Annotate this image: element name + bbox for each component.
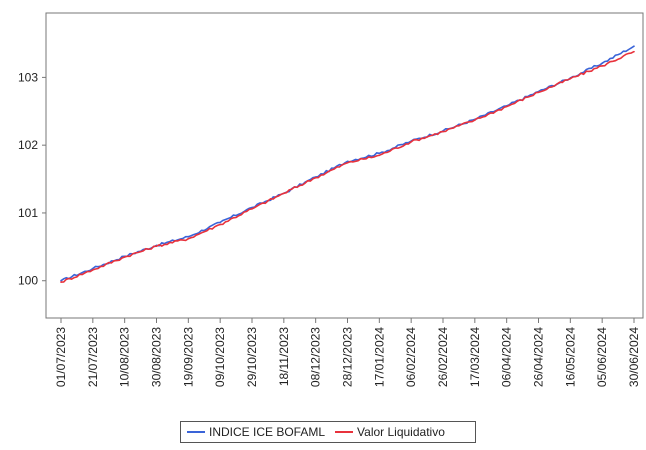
series-point-1	[442, 130, 444, 133]
series-layer	[60, 45, 635, 283]
series-point-1	[410, 140, 412, 143]
x-tick-label: 01/07/2023	[54, 327, 68, 387]
series-point-1	[92, 269, 94, 271]
legend-item-indice: INDICE ICE BOFAML	[187, 425, 325, 439]
series-point-1	[187, 237, 190, 240]
x-tick-label: 17/03/2024	[468, 327, 482, 387]
x-tick-label: 19/09/2023	[181, 327, 195, 387]
series-point-1	[537, 91, 540, 94]
series-point-1	[60, 281, 62, 283]
x-tick-label: 30/08/2023	[150, 327, 164, 387]
legend-swatch-valor	[335, 431, 354, 433]
series-point-1	[505, 105, 508, 108]
series-point-0	[378, 152, 381, 155]
x-tick-label: 16/05/2024	[563, 327, 577, 387]
series-point-1	[155, 245, 158, 247]
x-tick-label: 26/02/2024	[436, 327, 450, 387]
legend-item-valor: Valor Liquidativo	[335, 425, 445, 439]
x-tick-label: 06/04/2024	[500, 327, 514, 387]
series-point-1	[219, 223, 221, 226]
y-tick-label: 100	[18, 274, 38, 288]
x-tick-label: 09/10/2023	[213, 327, 227, 387]
series-point-1	[251, 208, 253, 210]
x-tick-label: 21/07/2023	[86, 327, 100, 387]
x-tick-label: 05/06/2024	[595, 327, 609, 387]
y-tick-label: 102	[18, 138, 38, 152]
series-point-0	[219, 221, 221, 224]
x-tick-label: 29/10/2023	[245, 327, 259, 387]
y-tick-label: 103	[18, 70, 38, 84]
legend-label-indice: INDICE ICE BOFAML	[209, 425, 326, 439]
x-tick-label: 30/06/2024	[627, 327, 641, 387]
x-tick-label: 26/04/2024	[532, 327, 546, 387]
x-tick-label: 18/11/2023	[277, 327, 291, 386]
y-axis: 100 101 102 103	[18, 70, 46, 288]
series-point-1	[569, 77, 572, 80]
series-point-1	[633, 50, 635, 53]
x-tick-label: 08/12/2023	[309, 327, 323, 387]
series-point-1	[283, 192, 285, 195]
plot-area	[45, 12, 644, 319]
series-point-1	[123, 256, 126, 258]
x-tick-label: 28/12/2023	[341, 327, 355, 387]
series-point-0	[633, 45, 635, 48]
legend-label-valor: Valor Liquidativo	[357, 425, 445, 439]
x-tick-label: 10/08/2023	[118, 327, 132, 387]
y-tick-label: 101	[18, 206, 38, 220]
legend-swatch-indice	[187, 431, 205, 433]
series-point-1	[346, 161, 349, 164]
plot-frame	[45, 12, 644, 319]
series-point-1	[314, 176, 317, 179]
series-point-0	[601, 62, 603, 64]
series-point-1	[474, 119, 476, 121]
series-point-1	[601, 65, 603, 67]
legend: INDICE ICE BOFAML Valor Liquidativo	[180, 421, 476, 443]
x-tick-label: 17/01/2024	[372, 327, 386, 387]
x-axis: 01/07/2023 21/07/2023 10/08/2023 30/08/2023…	[54, 318, 641, 387]
series-point-1	[378, 154, 381, 157]
series-point-0	[187, 235, 190, 238]
x-tick-label: 06/02/2024	[404, 327, 418, 387]
series-point-0	[60, 279, 62, 282]
